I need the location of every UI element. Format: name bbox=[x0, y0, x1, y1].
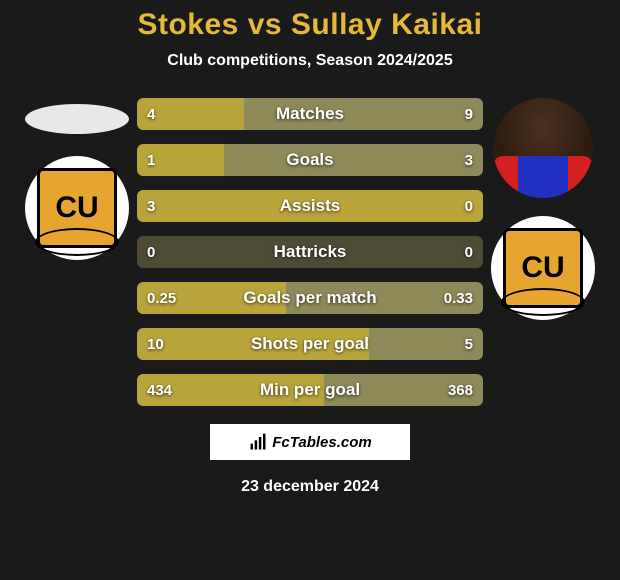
player-right-jersey bbox=[493, 156, 593, 198]
chart-icon bbox=[248, 432, 268, 452]
stat-row: 49Matches bbox=[137, 98, 483, 130]
watermark: FcTables.com bbox=[210, 424, 410, 460]
club-badge-ring bbox=[35, 228, 119, 256]
right-player-column: CU bbox=[483, 98, 603, 406]
stat-label: Goals per match bbox=[137, 288, 483, 308]
stat-label: Matches bbox=[137, 104, 483, 124]
page-title: Stokes vs Sullay Kaikai bbox=[137, 8, 482, 42]
stat-label: Min per goal bbox=[137, 380, 483, 400]
infographic-container: Stokes vs Sullay Kaikai Club competition… bbox=[0, 0, 620, 580]
stat-row: 00Hattricks bbox=[137, 236, 483, 268]
stat-label: Goals bbox=[137, 150, 483, 170]
club-badge-ring bbox=[501, 288, 585, 316]
player-left-avatar-placeholder bbox=[25, 104, 129, 134]
stat-row: 105Shots per goal bbox=[137, 328, 483, 360]
stat-label: Assists bbox=[137, 196, 483, 216]
date-text: 23 december 2024 bbox=[241, 478, 379, 496]
watermark-text: FcTables.com bbox=[272, 434, 371, 451]
stat-label: Shots per goal bbox=[137, 334, 483, 354]
stat-label: Hattricks bbox=[137, 242, 483, 262]
left-player-column: CU bbox=[17, 98, 137, 406]
page-subtitle: Club competitions, Season 2024/2025 bbox=[167, 52, 452, 70]
stat-row: 13Goals bbox=[137, 144, 483, 176]
comparison-bars: 49Matches 13Goals 30Assists 00Hattricks 0.25… bbox=[137, 98, 483, 406]
player-left-club-badge: CU bbox=[25, 156, 129, 260]
stats-area: CU 49Matches 13Goals 30Assists 00Hattricks 0… bbox=[0, 98, 620, 406]
stat-row: 0.250.33Goals per match bbox=[137, 282, 483, 314]
stat-row: 30Assists bbox=[137, 190, 483, 222]
player-right-club-badge: CU bbox=[491, 216, 595, 320]
stat-row: 434368Min per goal bbox=[137, 374, 483, 406]
player-right-avatar bbox=[493, 98, 593, 198]
